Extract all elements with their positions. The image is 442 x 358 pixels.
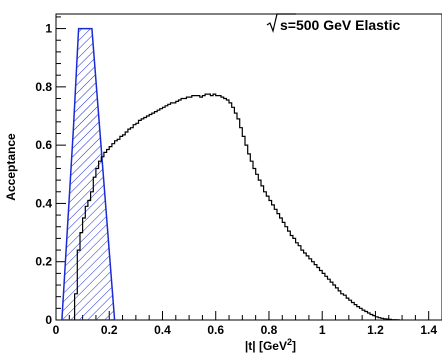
x-axis-title: |t| [GeV2] <box>245 337 296 353</box>
x-tick-label: 0 <box>53 323 60 337</box>
chart-title: s=500 GeV Elastic <box>266 13 400 34</box>
acceptance-band <box>61 27 116 320</box>
x-tick-label: 0.4 <box>154 323 171 337</box>
plot-frame <box>55 13 442 321</box>
svg-text:s=500 GeV Elastic: s=500 GeV Elastic <box>280 17 400 33</box>
x-axis: 0 0.2 0.4 0.6 0.8 1 1.2 1.4 <box>53 311 437 337</box>
title-text: =500 GeV Elastic <box>288 17 401 33</box>
y-tick-label: 1 <box>45 22 52 36</box>
x-axis-title-main: |t| [GeV <box>245 339 287 353</box>
x-tick-label: 0.2 <box>101 323 118 337</box>
x-tick-label: 0.6 <box>207 323 224 337</box>
title-sqrt-arg: s <box>280 17 288 33</box>
y-tick-label: 0 <box>45 313 52 327</box>
y-axis-title: Acceptance <box>4 133 18 201</box>
x-axis-title-sup: 2 <box>287 337 292 347</box>
x-tick-label: 1.4 <box>420 323 437 337</box>
y-axis: 0 0.2 0.4 0.6 0.8 1 <box>35 16 66 327</box>
y-tick-label: 0.8 <box>35 80 52 94</box>
x-tick-label: 1.2 <box>367 323 384 337</box>
x-tick-label: 0.8 <box>261 323 278 337</box>
sqrt-symbol <box>266 13 296 34</box>
y-tick-label: 0.2 <box>35 255 52 269</box>
x-tick-label: 1 <box>319 323 326 337</box>
acceptance-histogram <box>74 93 400 320</box>
x-axis-title-close: ] <box>292 339 296 353</box>
y-tick-label: 0.4 <box>35 196 52 210</box>
y-tick-label: 0.6 <box>35 138 52 152</box>
